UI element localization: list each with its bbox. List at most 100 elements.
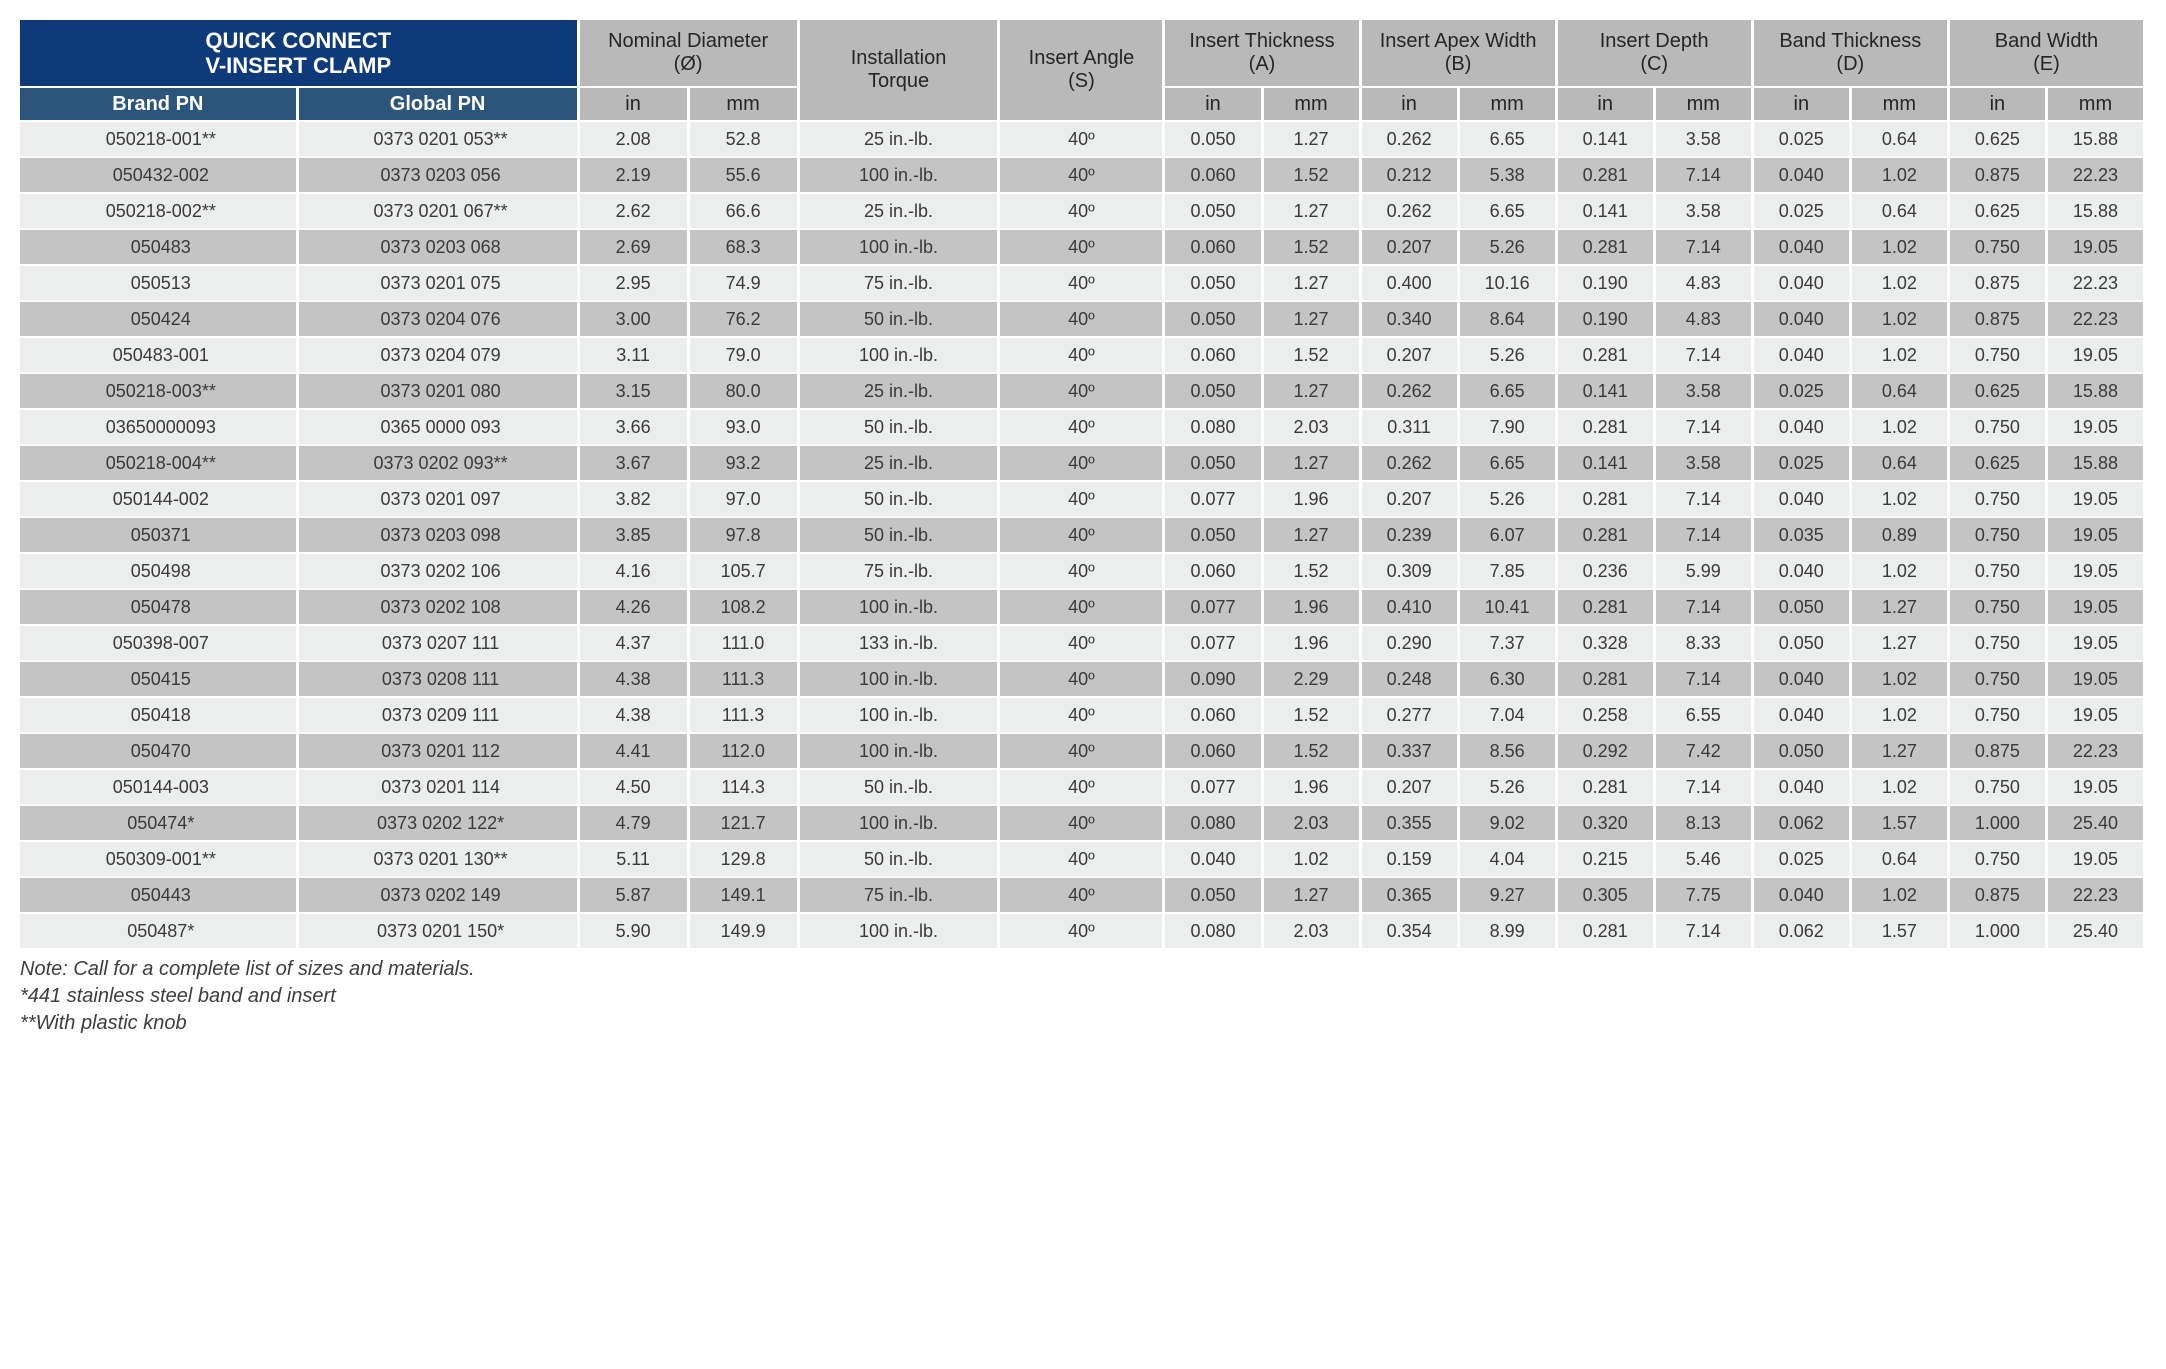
cell-b_in: 0.262	[1362, 446, 1460, 482]
cell-gpn: 0373 0202 106	[299, 554, 580, 590]
cell-ang: 40º	[1000, 662, 1165, 698]
cell-a_mm: 1.27	[1264, 446, 1362, 482]
cell-b_in: 0.354	[1362, 914, 1460, 950]
cell-ang: 40º	[1000, 266, 1165, 302]
cell-tq: 50 in.-lb.	[800, 482, 1001, 518]
cell-bpn: 050483-001	[20, 338, 299, 374]
cell-c_in: 0.281	[1558, 410, 1656, 446]
cell-b_mm: 9.02	[1460, 806, 1558, 842]
cell-c_in: 0.320	[1558, 806, 1656, 842]
table-row: 0504830373 0203 0682.6968.3100 in.-lb.40…	[20, 230, 2146, 266]
cell-b_in: 0.207	[1362, 770, 1460, 806]
cell-d_in: 0.040	[1754, 554, 1852, 590]
cell-c_in: 0.141	[1558, 194, 1656, 230]
unit-in: in	[1950, 88, 2048, 122]
cell-ang: 40º	[1000, 914, 1165, 950]
cell-ang: 40º	[1000, 590, 1165, 626]
cell-d_mm: 0.89	[1852, 518, 1950, 554]
cell-d_in: 0.040	[1754, 662, 1852, 698]
cell-d_mm: 0.64	[1852, 374, 1950, 410]
cell-a_in: 0.060	[1165, 230, 1263, 266]
cell-b_in: 0.262	[1362, 122, 1460, 158]
cell-nd_mm: 111.3	[690, 662, 800, 698]
cell-a_mm: 2.03	[1264, 410, 1362, 446]
cell-d_in: 0.025	[1754, 842, 1852, 878]
cell-d_mm: 1.02	[1852, 878, 1950, 914]
cell-a_in: 0.050	[1165, 518, 1263, 554]
cell-e_in: 0.750	[1950, 770, 2048, 806]
cell-bpn: 050424	[20, 302, 299, 338]
cell-gpn: 0373 0201 053**	[299, 122, 580, 158]
cell-gpn: 0373 0201 067**	[299, 194, 580, 230]
clamp-spec-table: QUICK CONNECT V-INSERT CLAMP Nominal Dia…	[20, 20, 2146, 950]
cell-b_mm: 7.85	[1460, 554, 1558, 590]
cell-b_mm: 10.41	[1460, 590, 1558, 626]
col-installation-torque: InstallationTorque	[800, 20, 1001, 122]
cell-nd_mm: 114.3	[690, 770, 800, 806]
cell-e_in: 0.750	[1950, 554, 2048, 590]
cell-c_in: 0.258	[1558, 698, 1656, 734]
cell-tq: 100 in.-lb.	[800, 698, 1001, 734]
cell-b_mm: 10.16	[1460, 266, 1558, 302]
cell-a_mm: 1.52	[1264, 698, 1362, 734]
cell-a_in: 0.080	[1165, 914, 1263, 950]
cell-b_in: 0.290	[1362, 626, 1460, 662]
cell-c_in: 0.215	[1558, 842, 1656, 878]
footnote-line: **With plastic knob	[20, 1010, 2146, 1037]
cell-c_in: 0.281	[1558, 338, 1656, 374]
cell-bpn: 050218-002**	[20, 194, 299, 230]
col-brand-pn: Brand PN	[20, 88, 299, 122]
cell-c_mm: 4.83	[1656, 302, 1754, 338]
cell-ang: 40º	[1000, 770, 1165, 806]
cell-bpn: 050487*	[20, 914, 299, 950]
table-row: 0504150373 0208 1114.38111.3100 in.-lb.4…	[20, 662, 2146, 698]
cell-ang: 40º	[1000, 194, 1165, 230]
cell-gpn: 0373 0202 108	[299, 590, 580, 626]
cell-c_in: 0.190	[1558, 266, 1656, 302]
cell-d_in: 0.062	[1754, 914, 1852, 950]
cell-tq: 25 in.-lb.	[800, 446, 1001, 482]
cell-nd_mm: 97.8	[690, 518, 800, 554]
cell-e_mm: 19.05	[2048, 554, 2146, 590]
cell-e_mm: 15.88	[2048, 446, 2146, 482]
cell-ang: 40º	[1000, 230, 1165, 266]
cell-c_mm: 7.14	[1656, 914, 1754, 950]
cell-c_in: 0.281	[1558, 662, 1656, 698]
cell-e_mm: 19.05	[2048, 230, 2146, 266]
unit-mm: mm	[2048, 88, 2146, 122]
cell-d_mm: 1.02	[1852, 662, 1950, 698]
cell-c_mm: 7.14	[1656, 770, 1754, 806]
cell-a_mm: 2.29	[1264, 662, 1362, 698]
cell-e_in: 1.000	[1950, 914, 2048, 950]
cell-c_in: 0.292	[1558, 734, 1656, 770]
cell-gpn: 0373 0203 098	[299, 518, 580, 554]
unit-in: in	[1165, 88, 1263, 122]
cell-b_in: 0.410	[1362, 590, 1460, 626]
table-row: 0504700373 0201 1124.41112.0100 in.-lb.4…	[20, 734, 2146, 770]
cell-tq: 133 in.-lb.	[800, 626, 1001, 662]
cell-e_mm: 19.05	[2048, 590, 2146, 626]
cell-a_mm: 1.27	[1264, 122, 1362, 158]
cell-nd_mm: 74.9	[690, 266, 800, 302]
cell-a_mm: 1.96	[1264, 590, 1362, 626]
cell-tq: 75 in.-lb.	[800, 554, 1001, 590]
cell-tq: 100 in.-lb.	[800, 734, 1001, 770]
cell-a_in: 0.060	[1165, 338, 1263, 374]
cell-d_in: 0.025	[1754, 446, 1852, 482]
cell-gpn: 0373 0203 056	[299, 158, 580, 194]
cell-c_in: 0.190	[1558, 302, 1656, 338]
cell-gpn: 0373 0201 075	[299, 266, 580, 302]
unit-mm: mm	[690, 88, 800, 122]
table-row: 050474*0373 0202 122*4.79121.7100 in.-lb…	[20, 806, 2146, 842]
cell-nd_in: 2.69	[580, 230, 690, 266]
cell-e_mm: 22.23	[2048, 158, 2146, 194]
cell-c_in: 0.305	[1558, 878, 1656, 914]
cell-bpn: 050513	[20, 266, 299, 302]
table-row: 0504780373 0202 1084.26108.2100 in.-lb.4…	[20, 590, 2146, 626]
table-row: 0504240373 0204 0763.0076.250 in.-lb.40º…	[20, 302, 2146, 338]
table-row: 050432-0020373 0203 0562.1955.6100 in.-l…	[20, 158, 2146, 194]
cell-c_mm: 7.14	[1656, 158, 1754, 194]
cell-gpn: 0373 0201 097	[299, 482, 580, 518]
col-insert-apex-width: Insert Apex Width(B)	[1362, 20, 1558, 88]
unit-mm: mm	[1656, 88, 1754, 122]
